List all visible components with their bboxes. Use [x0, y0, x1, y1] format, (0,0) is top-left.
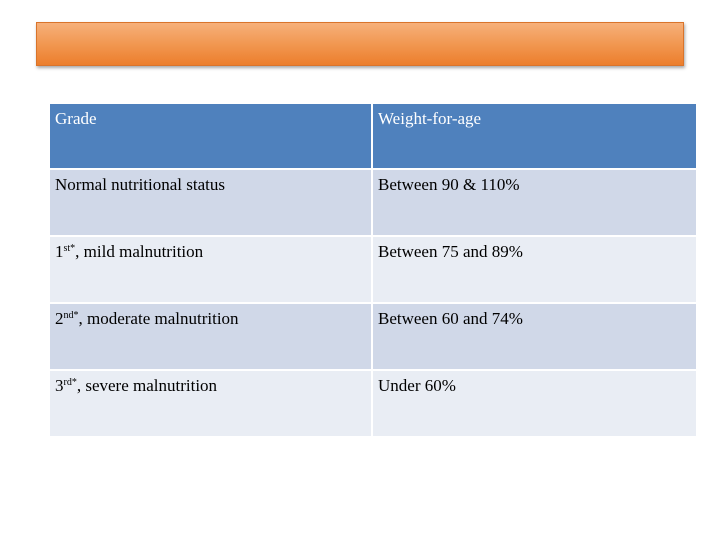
grade-cell: 3rd*, severe malnutrition — [48, 369, 373, 438]
grade-cell: 2nd*, moderate malnutrition — [48, 302, 373, 371]
grading-table: Grade Weight-for-age Normal nutritional … — [48, 102, 698, 438]
title-bar — [36, 22, 684, 66]
grade-cell: 1st*, mild malnutrition — [48, 235, 373, 304]
header-grade: Grade — [48, 102, 373, 170]
table-row: 2nd*, moderate malnutrition Between 60 a… — [48, 302, 698, 371]
grade-cell: Normal nutritional status — [48, 168, 373, 237]
header-weight-for-age: Weight-for-age — [371, 102, 698, 170]
table-row: 3rd*, severe malnutrition Under 60% — [48, 369, 698, 438]
weight-cell: Between 60 and 74% — [371, 302, 698, 371]
table-header-row: Grade Weight-for-age — [48, 102, 698, 170]
weight-cell: Under 60% — [371, 369, 698, 438]
weight-cell: Between 90 & 110% — [371, 168, 698, 237]
table-row: 1st*, mild malnutrition Between 75 and 8… — [48, 235, 698, 304]
weight-cell: Between 75 and 89% — [371, 235, 698, 304]
table-row: Normal nutritional status Between 90 & 1… — [48, 168, 698, 237]
